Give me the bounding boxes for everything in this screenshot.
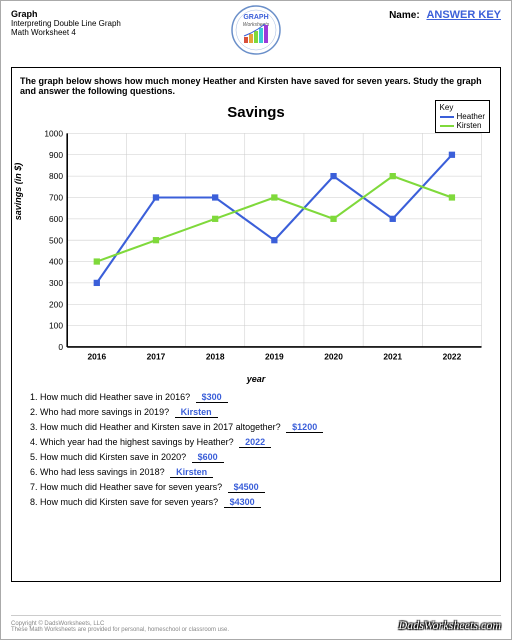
question-item: Who had less savings in 2018? Kirsten xyxy=(40,467,492,477)
svg-text:0: 0 xyxy=(58,342,63,352)
header-left: Graph Interpreting Double Line Graph Mat… xyxy=(11,9,121,37)
svg-text:500: 500 xyxy=(49,235,63,245)
svg-text:900: 900 xyxy=(49,150,63,160)
worksheet-page: Graph Interpreting Double Line Graph Mat… xyxy=(0,0,512,640)
question-item: How much did Heather and Kirsten save in… xyxy=(40,422,492,432)
question-text: How much did Heather save for seven year… xyxy=(40,482,222,492)
name-label: Name: xyxy=(389,10,420,21)
footer: Copyright © DadsWorksheets, LLC These Ma… xyxy=(11,615,501,633)
x-axis-label: year xyxy=(20,374,492,384)
question-text: Who had more savings in 2019? xyxy=(40,407,169,417)
worksheet-subtitle1: Interpreting Double Line Graph xyxy=(11,19,121,28)
answer-blank: $4300 xyxy=(224,497,261,508)
legend-item: Kirsten xyxy=(440,121,485,130)
question-text: How much did Heather save in 2016? xyxy=(40,392,190,402)
answer-blank: $4500 xyxy=(228,482,265,493)
question-text: How much did Heather and Kirsten save in… xyxy=(40,422,281,432)
svg-text:700: 700 xyxy=(49,193,63,203)
question-item: How much did Kirsten save in 2020? $600 xyxy=(40,452,492,462)
answer-blank: Kirsten xyxy=(170,467,213,478)
answer-blank: $300 xyxy=(196,392,228,403)
legend: Key HeatherKirsten xyxy=(435,100,490,133)
copyright: Copyright © DadsWorksheets, LLC These Ma… xyxy=(11,621,229,633)
question-text: Who had less savings in 2018? xyxy=(40,467,165,477)
answer-blank: 2022 xyxy=(239,437,271,448)
svg-text:1000: 1000 xyxy=(44,129,63,139)
site-logo: DadsWorksheets.com xyxy=(398,618,501,633)
svg-text:2020: 2020 xyxy=(324,351,343,361)
line-chart: 0 100 200 300 400 500 600 700 800 900 1000 2016 2017… xyxy=(20,123,492,373)
worksheet-title: Graph xyxy=(11,9,121,19)
svg-text:600: 600 xyxy=(49,214,63,224)
question-text: Which year had the highest savings by He… xyxy=(40,437,234,447)
legend-label: Kirsten xyxy=(457,121,482,130)
worksheet-subtitle2: Math Worksheet 4 xyxy=(11,28,121,37)
svg-text:2016: 2016 xyxy=(87,351,106,361)
svg-text:2019: 2019 xyxy=(265,351,284,361)
legend-label: Heather xyxy=(457,112,485,121)
question-item: How much did Heather save for seven year… xyxy=(40,482,492,492)
svg-text:2018: 2018 xyxy=(206,351,225,361)
answer-blank: $1200 xyxy=(286,422,323,433)
answer-blank: $600 xyxy=(192,452,224,463)
y-axis-label: savings (in $) xyxy=(13,163,23,221)
legend-item: Heather xyxy=(440,112,485,121)
legend-title: Key xyxy=(440,103,485,112)
legend-swatch xyxy=(440,116,454,118)
svg-text:100: 100 xyxy=(49,321,63,331)
name-value: ANSWER KEY xyxy=(426,9,501,21)
svg-text:400: 400 xyxy=(49,257,63,267)
graph-worksheets-badge: GRAPH Worksheets xyxy=(231,5,281,55)
question-text: How much did Kirsten save for seven year… xyxy=(40,497,218,507)
legend-swatch xyxy=(440,125,454,127)
question-text: How much did Kirsten save in 2020? xyxy=(40,452,186,462)
svg-text:800: 800 xyxy=(49,171,63,181)
badge-top: GRAPH xyxy=(243,14,268,21)
question-item: Which year had the highest savings by He… xyxy=(40,437,492,447)
questions-list: How much did Heather save in 2016? $300 W… xyxy=(20,392,492,507)
svg-text:2022: 2022 xyxy=(443,351,462,361)
svg-text:2021: 2021 xyxy=(383,351,402,361)
name-field: Name: ANSWER KEY xyxy=(389,9,501,21)
content-box: The graph below shows how much money Hea… xyxy=(11,67,501,582)
svg-text:2017: 2017 xyxy=(147,351,166,361)
question-item: Who had more savings in 2019? Kirsten xyxy=(40,407,492,417)
question-item: How much did Heather save in 2016? $300 xyxy=(40,392,492,402)
answer-blank: Kirsten xyxy=(175,407,218,418)
question-item: How much did Kirsten save for seven year… xyxy=(40,497,492,507)
instructions: The graph below shows how much money Hea… xyxy=(20,76,492,96)
chart-area: Savings Key HeatherKirsten savings (in $… xyxy=(20,104,492,384)
svg-text:200: 200 xyxy=(49,299,63,309)
chart-title: Savings xyxy=(20,104,492,121)
svg-text:300: 300 xyxy=(49,278,63,288)
